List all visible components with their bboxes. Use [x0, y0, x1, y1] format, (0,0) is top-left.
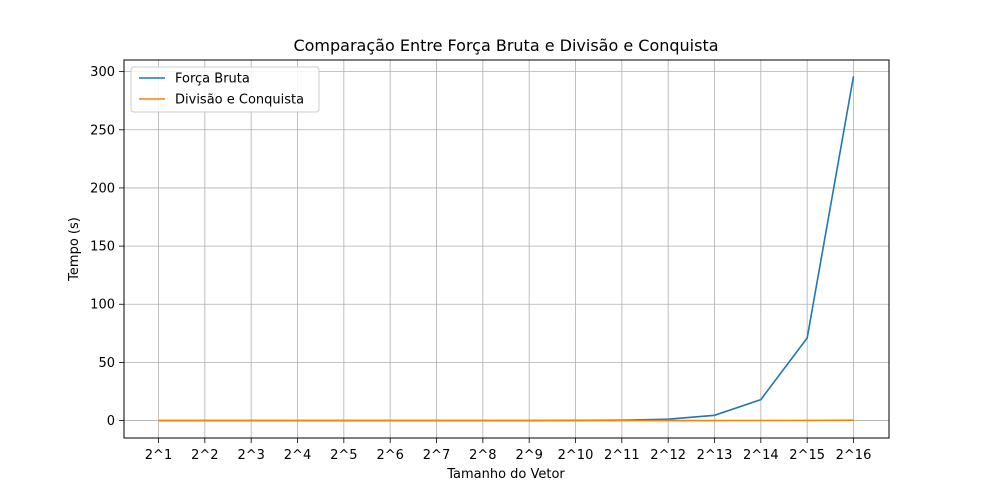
y-tick-label: 100	[90, 298, 115, 313]
plot-frame	[123, 59, 890, 439]
x-tick-label: 2^3	[237, 448, 264, 463]
x-tick-label: 2^15	[789, 448, 825, 463]
x-tick-label: 2^10	[558, 448, 594, 463]
x-axis-label: Tamanho do Vetor	[446, 467, 565, 482]
legend-entry-2: Divisão e Conquista	[175, 93, 304, 108]
x-tick-label: 2^16	[836, 448, 872, 463]
y-tick-label: 0	[107, 414, 115, 429]
x-tick-label: 2^11	[604, 448, 640, 463]
chart-title: Comparação Entre Força Bruta e Divisão e…	[293, 36, 718, 55]
y-tick-label: 250	[90, 123, 115, 138]
y-axis-label: Tempo (s)	[67, 217, 82, 282]
x-tick-label: 2^5	[330, 448, 357, 463]
x-tick-label: 2^7	[423, 448, 450, 463]
x-tick-label: 2^9	[515, 448, 542, 463]
y-tick-label: 150	[90, 240, 115, 255]
x-tick-label: 2^12	[650, 448, 686, 463]
x-tick-label: 2^8	[469, 448, 496, 463]
x-tick-label: 2^4	[284, 448, 311, 463]
series-layer	[158, 76, 855, 422]
x-tick-label: 2^6	[376, 448, 403, 463]
legend-box	[130, 66, 320, 113]
x-tick-label: 2^13	[697, 448, 733, 463]
ticks: 2^1 2^2 2^3 2^4 2^5 2^6 2^7 2^8 2^9 2^10 2^11 2^12 2…	[90, 65, 871, 463]
y-tick-label: 50	[98, 356, 115, 371]
grid	[124, 60, 889, 438]
legend-entry-1: Força Bruta	[175, 72, 250, 87]
x-tick-label: 2^14	[743, 448, 779, 463]
y-tick-label: 300	[90, 65, 115, 80]
legend: Força Bruta Divisão e Conquista	[130, 66, 320, 113]
y-tick-label: 200	[90, 181, 115, 196]
x-tick-label: 2^2	[191, 448, 218, 463]
x-tick-label: 2^1	[145, 448, 172, 463]
